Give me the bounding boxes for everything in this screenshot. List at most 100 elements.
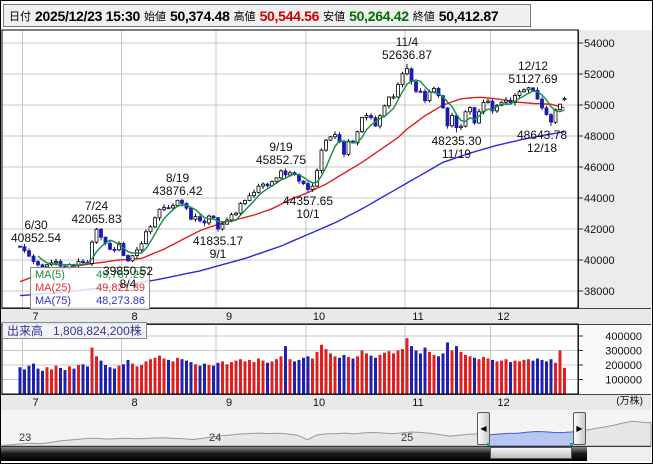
candle [31,255,36,262]
candle [472,107,477,124]
candle [486,100,490,103]
volume-bar [162,358,166,394]
volume-bar [243,361,247,394]
candle [553,109,558,123]
volume-bar [342,354,346,394]
volume-bar [158,355,161,394]
volume-bar [86,366,89,394]
candle [310,185,315,190]
volume-bar [338,357,341,395]
volume-bar [59,367,62,394]
candle [342,141,346,155]
annotation-value: 48643.78 [516,128,568,143]
month-label: 12 [497,311,509,323]
volume-bar [185,360,188,394]
volume-bar [153,357,157,395]
volume-bar [333,356,337,394]
volume-bar [261,360,265,394]
candle [490,100,495,112]
scrollbar-thumb[interactable] [490,447,572,459]
month-label-volume: 9 [226,397,232,409]
ma-legend: MA(5) 49,767.25 MA(25) 49,821.39 MA(75) … [30,267,150,310]
volume-bar [284,346,287,394]
candle [364,115,369,118]
candle [391,96,396,99]
candle [144,231,148,245]
candle [40,264,45,268]
candle [540,98,544,109]
candle [157,208,162,219]
volume-bar [257,358,260,394]
candle [441,95,445,109]
volume-bar [396,350,400,394]
volume-bar [545,361,548,394]
low-value: 50,264.42 [349,7,409,24]
volume-bar [117,365,121,394]
open-label: 始値 [143,10,166,23]
volume-bar [135,366,139,394]
candle [90,241,94,264]
price-annotation: 7/24 42065.83 [71,199,122,226]
candle [454,115,459,129]
candle [148,226,153,233]
volume-bar [464,354,467,394]
scroll-right-button[interactable]: ▶ [573,412,586,445]
price-axis-label: 40000 [584,255,615,267]
month-label: 7 [32,311,38,323]
candle [265,183,270,187]
candle [432,88,436,93]
ohlc-info-bar: 日付 2025/12/23 15:30 始値 50,374.48 高値 50,5… [3,4,531,27]
candle [180,199,184,204]
volume-bar [459,351,463,394]
volume-axis-gutter [578,324,652,394]
candle [81,260,85,263]
ma75-label: MA(75) [35,295,72,307]
scrollbar-track[interactable] [1,446,587,461]
price-axis-label: 44000 [584,193,615,205]
volume-bar [387,351,391,394]
candle [283,170,288,176]
candle [400,73,405,86]
candle [382,105,387,117]
volume-bar [27,365,31,394]
price-annotation: 48643.78 12/18 [517,129,567,155]
month-label-volume: 11 [412,397,423,409]
volume-bar [401,349,404,394]
candle [360,117,364,133]
candle [544,107,549,116]
candle [234,212,238,216]
volume-bar [455,346,458,394]
candle [315,170,319,187]
volume-bar [90,347,94,394]
annotation-date: 9/1 [209,246,227,261]
volume-bar [365,353,368,394]
volume-bar [468,356,472,394]
candle [369,115,373,119]
volume-bar [432,354,436,394]
candle [324,139,328,151]
candle [126,255,130,262]
candle [508,99,513,103]
year-label: 25 [401,432,414,444]
annotation-value: 42065.83 [71,211,122,226]
scroll-left-button[interactable]: ◀ [477,412,490,445]
candle [22,246,27,252]
volume-bar [329,353,332,394]
volume-bar [36,368,40,394]
volume-bar [383,352,386,394]
volume-bar [477,359,481,394]
annotation-value: 44357.65 [282,194,334,209]
candle [423,91,427,102]
price-annotation: 9/19 45852.75 [256,141,306,167]
candle [243,200,247,204]
volume-bar [302,357,305,395]
volume-bar [378,354,382,394]
volume-bar [81,364,85,394]
ma5-legend-row: MA(5) 49,767.25 [31,269,149,282]
volume-bar [491,359,494,394]
annotation-value: 51127.69 [508,71,558,86]
volume-bar [144,361,148,394]
volume-bar [405,338,409,394]
candle [261,183,265,187]
